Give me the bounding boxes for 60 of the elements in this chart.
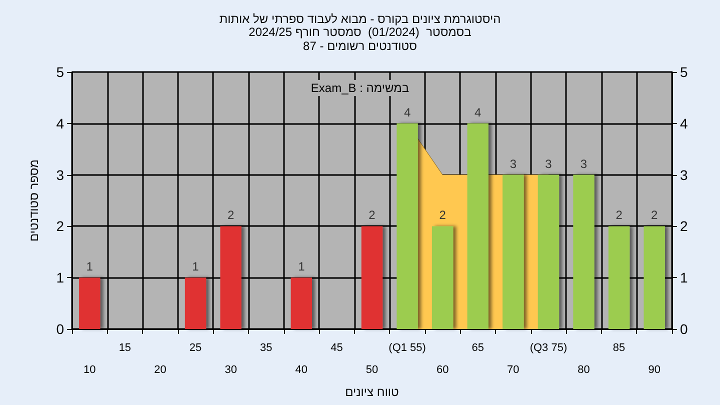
x-tick-label: 30 xyxy=(224,364,237,376)
data-label: 2 xyxy=(651,208,658,222)
data-label: 1 xyxy=(192,260,200,274)
bar xyxy=(502,174,524,329)
x-tick-label: (Q3 75) xyxy=(530,342,568,354)
x-tick-label: 70 xyxy=(507,364,520,376)
y-axis-title: מספר סטודנטים xyxy=(27,159,41,242)
data-label: 4 xyxy=(404,105,411,120)
data-label: 1 xyxy=(86,260,94,274)
x-tick-label: 50 xyxy=(366,364,378,376)
bar xyxy=(467,123,488,329)
data-label: 2 xyxy=(368,208,376,222)
bar xyxy=(396,123,418,329)
chart-subtitle: בסמסטר (01/2024) סמסטר חורף 2024/25 סטודנטים רשומים - 87 xyxy=(248,25,472,53)
data-label: 2 xyxy=(439,208,446,222)
y2-tick-label: 4 xyxy=(680,115,688,132)
x-tick-label: 10 xyxy=(84,364,96,376)
y2-tick-label: 5 xyxy=(680,64,688,80)
annotation: Exam_B : במשימה xyxy=(310,81,410,95)
chart-title: היסטוגרמת ציונים בקורס - מבוא לעבוד ספרתי של אותות xyxy=(219,12,501,26)
y2-tick-label: 2 xyxy=(680,218,688,234)
data-label: 1 xyxy=(298,260,306,274)
x-tick-label: 85 xyxy=(612,342,626,354)
x-tick-label: 45 xyxy=(330,342,343,354)
y2-tick-label: 1 xyxy=(680,270,688,286)
x-tick-label: 20 xyxy=(154,364,166,376)
x-tick-label: (Q1 55) xyxy=(388,342,426,354)
y2-tick-label: 3 xyxy=(680,166,688,183)
bar xyxy=(573,174,594,329)
x-tick-label: 80 xyxy=(578,364,590,376)
bar xyxy=(538,174,560,329)
data-label: 4 xyxy=(474,105,482,120)
bar xyxy=(361,226,383,329)
x-tick-label: 60 xyxy=(436,364,449,376)
x-tick-label: 15 xyxy=(118,342,132,354)
x-tick-label: 90 xyxy=(648,364,660,376)
x-tick-label: 65 xyxy=(472,342,484,354)
data-label: 3 xyxy=(545,156,552,171)
y2-tick-label: 0 xyxy=(680,321,688,337)
y-tick-label: 0 xyxy=(56,321,64,337)
data-label: 3 xyxy=(510,156,517,171)
data-label: 2 xyxy=(616,208,623,222)
x-tick-label: 40 xyxy=(295,364,308,376)
bar xyxy=(220,226,242,329)
y-tick-label: 4 xyxy=(56,115,64,132)
bar xyxy=(184,278,206,329)
y-tick-label: 2 xyxy=(56,218,64,234)
x-tick-label: 35 xyxy=(260,342,272,354)
data-label: 2 xyxy=(227,208,234,222)
bar xyxy=(290,278,312,329)
bar xyxy=(79,278,100,329)
x-tick-label: 25 xyxy=(189,342,202,354)
bar xyxy=(608,226,630,329)
data-label: 3 xyxy=(580,156,588,171)
bar xyxy=(644,226,665,329)
x-axis-title: טווח ציונים xyxy=(345,384,400,399)
y-tick-label: 5 xyxy=(56,64,64,80)
y-tick-label: 3 xyxy=(56,166,64,183)
y-tick-label: 1 xyxy=(56,270,64,286)
bar xyxy=(432,226,454,329)
